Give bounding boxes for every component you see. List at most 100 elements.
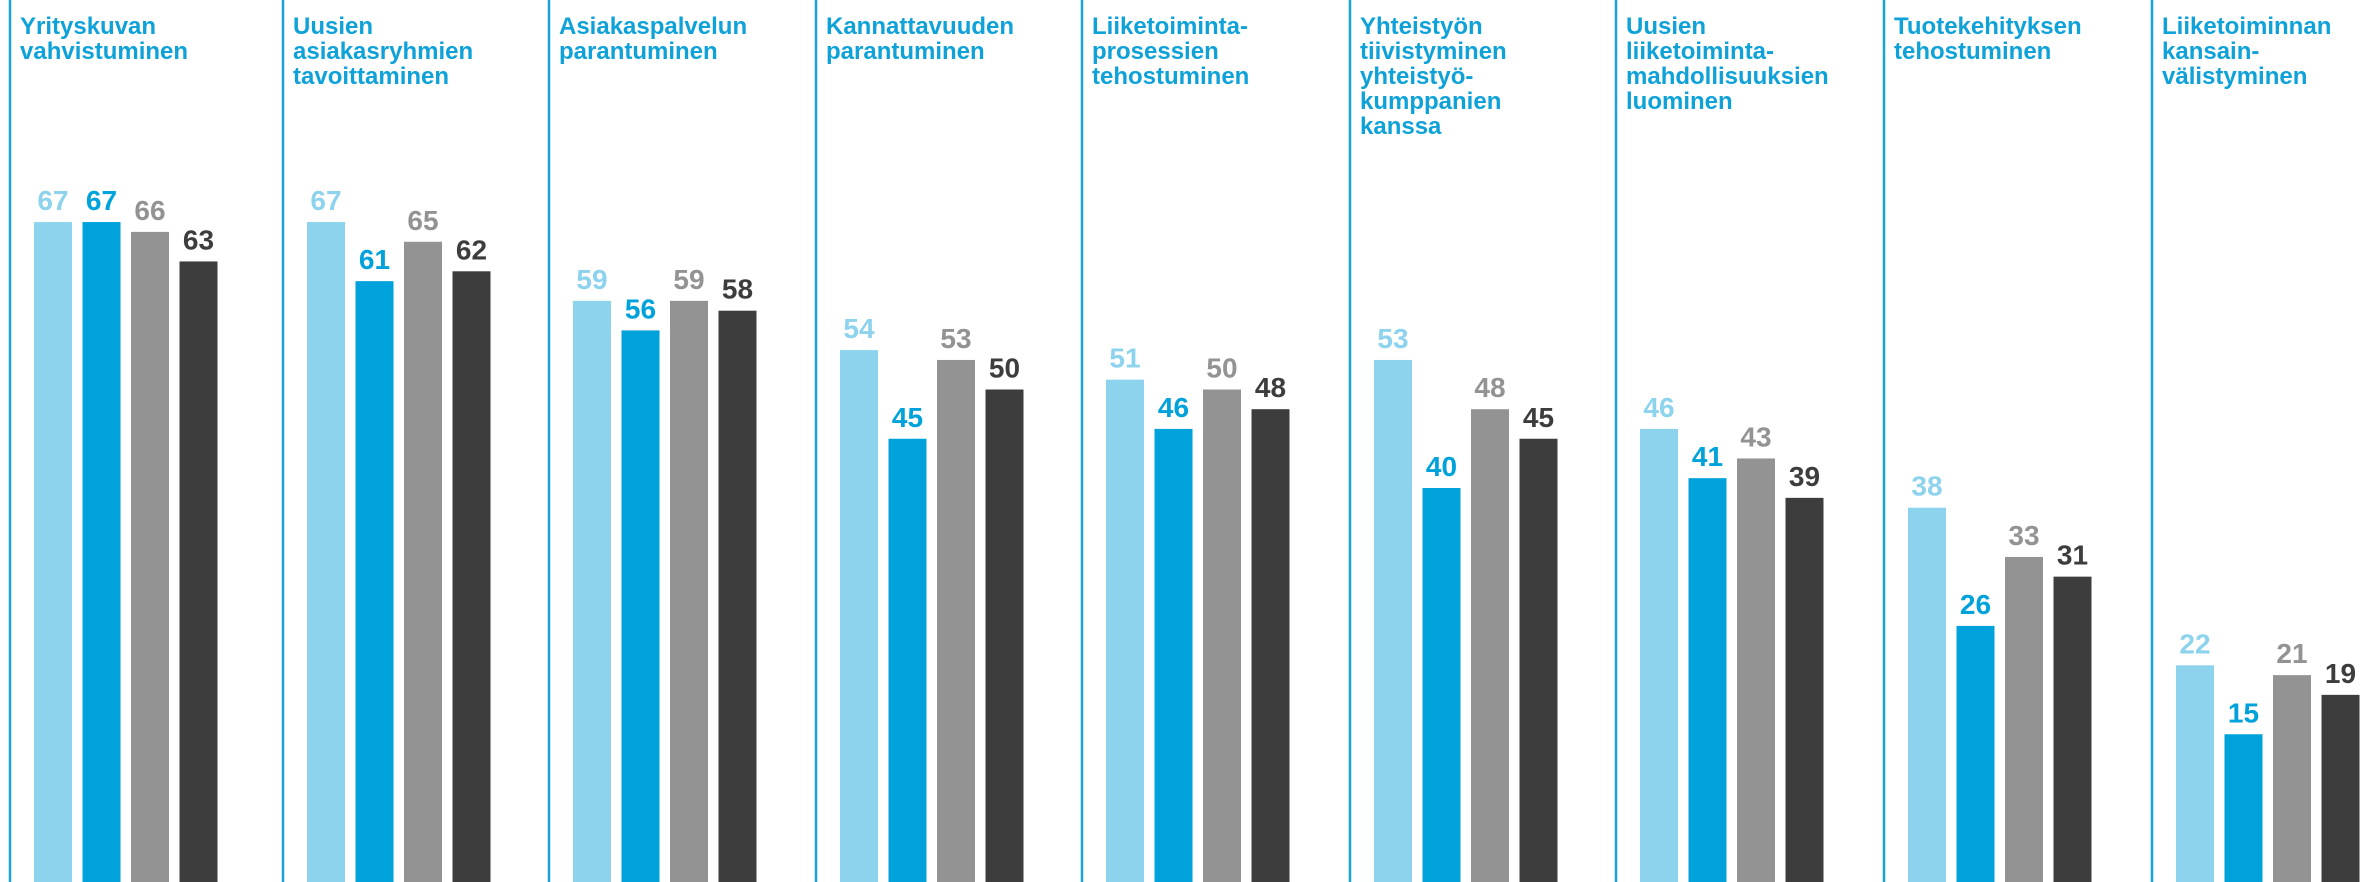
bar-cat9-series3 xyxy=(2273,675,2311,882)
value-label-cat1-series3: 66 xyxy=(134,195,165,226)
bar-cat8-series2 xyxy=(1956,625,1995,882)
bar-cat6-series3 xyxy=(1471,409,1509,882)
bar-cat5-series4 xyxy=(1251,409,1290,882)
bar-cat4-series4 xyxy=(985,389,1024,882)
value-label-cat6-series3: 48 xyxy=(1474,372,1505,403)
bar-cat9-series4 xyxy=(2321,694,2360,882)
category-title-line: kanssa xyxy=(1360,113,1442,140)
category-title-line: Tuotekehityksen xyxy=(1894,13,2082,40)
bar-cat7-series4 xyxy=(1785,497,1824,882)
value-label-cat9-series1: 22 xyxy=(2179,628,2210,659)
bar-cat5-series1 xyxy=(1106,379,1144,882)
category-title-line: tiivistyminen xyxy=(1360,38,1507,65)
value-label-cat9-series2: 15 xyxy=(2228,697,2259,728)
value-label-cat2-series4: 62 xyxy=(456,234,487,265)
value-label-cat9-series4: 19 xyxy=(2325,658,2356,689)
bar-cat5-series3 xyxy=(1203,389,1241,882)
bar-cat1-series4 xyxy=(179,261,218,882)
value-label-cat5-series4: 48 xyxy=(1255,372,1286,403)
bar-cat8-series4 xyxy=(2053,576,2092,882)
category-title-line: välistyminen xyxy=(2162,63,2307,90)
value-label-cat8-series2: 26 xyxy=(1960,589,1991,620)
bar-cat5-series2 xyxy=(1154,428,1193,882)
bar-cat6-series4 xyxy=(1519,438,1558,882)
value-label-cat3-series1: 59 xyxy=(576,264,607,295)
value-label-cat3-series3: 59 xyxy=(673,264,704,295)
bar-cat4-series3 xyxy=(937,359,975,882)
category-title-6: Yhteistyön tiivistyminen yhteistyö-kumppan… xyxy=(1360,13,1507,140)
value-label-cat8-series1: 38 xyxy=(1911,471,1942,502)
category-title-line: prosessien xyxy=(1092,38,1219,65)
category-title-7: Uusien liiketoiminta-mahdollisuuksien luom… xyxy=(1626,13,1829,115)
bar-cat6-series1 xyxy=(1374,359,1412,882)
category-title-line: parantuminen xyxy=(559,38,718,65)
bar-cat2-series4 xyxy=(452,271,491,882)
value-label-cat7-series3: 43 xyxy=(1740,421,1771,452)
value-label-cat6-series2: 40 xyxy=(1426,451,1457,482)
bar-cat7-series1 xyxy=(1640,428,1678,882)
category-title-line: parantuminen xyxy=(826,38,985,65)
category-title-1: Yrityskuvan vahvistuminen xyxy=(20,13,188,65)
category-title-line: yhteistyö- xyxy=(1360,63,1473,90)
bar-cat3-series3 xyxy=(670,300,708,882)
bar-cat2-series1 xyxy=(307,222,345,882)
category-title-line: Kannattavuuden xyxy=(826,13,1014,40)
value-label-cat1-series4: 63 xyxy=(183,224,214,255)
category-title-line: Asiakaspalvelun xyxy=(559,13,747,40)
bar-cat3-series1 xyxy=(573,300,611,882)
category-title-line: Yrityskuvan xyxy=(20,13,156,40)
value-label-cat6-series1: 53 xyxy=(1377,323,1408,354)
category-title-line: tavoittaminen xyxy=(293,63,449,90)
category-title-5: Liiketoiminta-prosessien tehostuminen xyxy=(1092,13,1249,90)
category-title-4: Kannattavuuden parantuminen xyxy=(826,13,1014,65)
bar-cat2-series2 xyxy=(355,281,394,882)
value-label-cat7-series4: 39 xyxy=(1789,461,1820,492)
category-title-line: Liiketoiminnan xyxy=(2162,13,2331,40)
value-label-cat7-series1: 46 xyxy=(1643,392,1674,423)
bar-cat8-series3 xyxy=(2005,556,2043,882)
value-label-cat3-series4: 58 xyxy=(722,274,753,305)
bar-cat4-series2 xyxy=(888,438,927,882)
bar-cat4-series1 xyxy=(840,350,878,882)
bar-cat7-series3 xyxy=(1737,458,1775,882)
value-label-cat5-series1: 51 xyxy=(1109,343,1140,374)
category-title-line: mahdollisuuksien xyxy=(1626,63,1829,90)
bar-cat7-series2 xyxy=(1688,478,1727,882)
value-label-cat9-series3: 21 xyxy=(2276,638,2307,669)
value-label-cat8-series4: 31 xyxy=(2057,540,2088,571)
category-title-3: Asiakaspalvelun parantuminen xyxy=(559,13,747,65)
category-title-line: tehostuminen xyxy=(1092,63,1249,90)
category-title-line: Uusien xyxy=(293,13,373,40)
value-label-cat2-series2: 61 xyxy=(359,244,390,275)
bar-cat3-series2 xyxy=(621,330,660,882)
value-label-cat8-series3: 33 xyxy=(2008,520,2039,551)
category-title-line: kumppanien xyxy=(1360,88,1501,115)
category-title-line: vahvistuminen xyxy=(20,38,188,65)
category-title-line: liiketoiminta- xyxy=(1626,38,1774,65)
category-title-line: Liiketoiminta- xyxy=(1092,13,1248,40)
value-label-cat2-series1: 67 xyxy=(310,185,341,216)
value-label-cat5-series2: 46 xyxy=(1158,392,1189,423)
bar-cat1-series2 xyxy=(82,222,121,882)
bar-cat1-series3 xyxy=(131,231,169,882)
bar-cat9-series1 xyxy=(2176,665,2214,882)
value-label-cat4-series4: 50 xyxy=(989,353,1020,384)
category-title-line: kansain- xyxy=(2162,38,2259,65)
value-label-cat1-series2: 67 xyxy=(86,185,117,216)
category-title-line: asiakasryhmien xyxy=(293,38,473,65)
category-title-line: luominen xyxy=(1626,88,1733,115)
value-label-cat2-series3: 65 xyxy=(407,205,438,236)
category-title-line: Uusien xyxy=(1626,13,1706,40)
value-label-cat3-series2: 56 xyxy=(625,293,656,324)
bar-cat6-series2 xyxy=(1422,488,1461,882)
category-title-line: tehostuminen xyxy=(1894,38,2051,65)
value-label-cat6-series4: 45 xyxy=(1523,402,1554,433)
bar-cat2-series3 xyxy=(404,241,442,882)
category-title-line: Yhteistyön xyxy=(1360,13,1483,40)
value-label-cat7-series2: 41 xyxy=(1692,441,1723,472)
category-title-8: Tuotekehityksen tehostuminen xyxy=(1894,13,2082,65)
category-title-2: Uusien asiakasryhmien tavoittaminen xyxy=(293,13,473,90)
value-label-cat4-series3: 53 xyxy=(940,323,971,354)
category-title-9: Liiketoiminnan kansain-välistyminen xyxy=(2162,13,2331,90)
